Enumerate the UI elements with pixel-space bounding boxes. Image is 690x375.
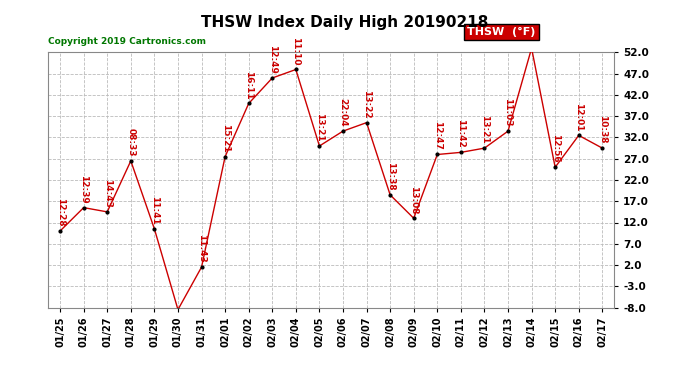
Text: 12:28: 12:28 bbox=[56, 198, 65, 227]
Text: 13:22: 13:22 bbox=[362, 90, 371, 118]
Text: 08:33: 08:33 bbox=[126, 128, 135, 157]
Text: 13:08: 13:08 bbox=[409, 186, 418, 214]
Text: THSW  (°F): THSW (°F) bbox=[467, 27, 535, 37]
Text: 16:11: 16:11 bbox=[244, 71, 253, 99]
Text: 13:21: 13:21 bbox=[315, 113, 324, 142]
Text: 11:41: 11:41 bbox=[150, 196, 159, 225]
Text: 11:3: 11:3 bbox=[0, 374, 1, 375]
Text: 12:49: 12:49 bbox=[268, 45, 277, 74]
Text: Copyright 2019 Cartronics.com: Copyright 2019 Cartronics.com bbox=[48, 37, 206, 46]
Text: 11:43: 11:43 bbox=[197, 234, 206, 263]
Text: 15:21: 15:21 bbox=[221, 124, 230, 153]
Text: 22:04: 22:04 bbox=[339, 98, 348, 127]
Text: 10:38: 10:38 bbox=[598, 116, 607, 144]
Text: 11:03: 11:03 bbox=[504, 99, 513, 127]
Text: 12:47: 12:47 bbox=[433, 122, 442, 150]
Text: 12:01: 12:01 bbox=[574, 103, 583, 131]
Text: 12:56: 12:56 bbox=[551, 135, 560, 163]
Text: 11:42: 11:42 bbox=[456, 120, 465, 148]
Text: 11:10: 11:10 bbox=[291, 37, 300, 65]
Text: 13:21: 13:21 bbox=[480, 116, 489, 144]
Text: 12:39: 12:39 bbox=[79, 175, 88, 204]
Text: 14:43: 14:43 bbox=[103, 179, 112, 208]
Text: THSW Index Daily High 20190218: THSW Index Daily High 20190218 bbox=[201, 15, 489, 30]
Text: 13:34: 13:34 bbox=[0, 374, 1, 375]
Text: 13:38: 13:38 bbox=[386, 162, 395, 191]
